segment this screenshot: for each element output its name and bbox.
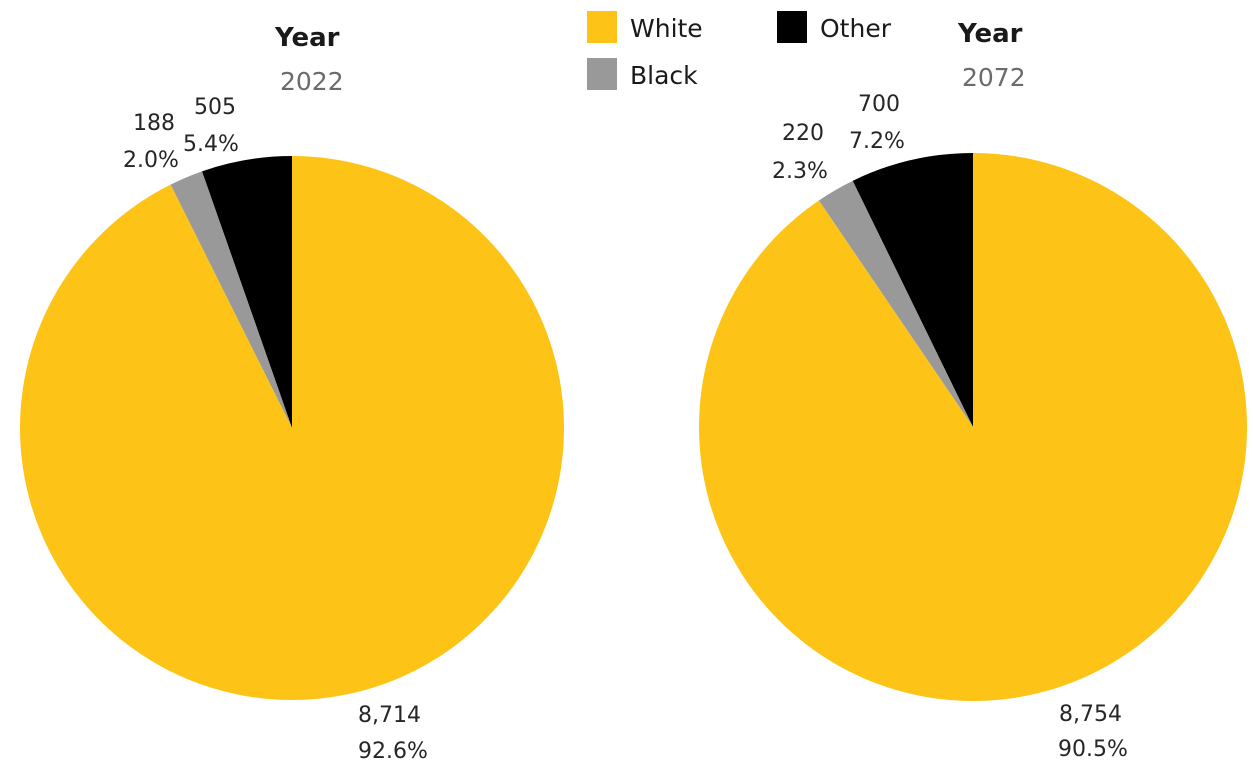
data-label-value-black-2022: 188 [133, 111, 175, 136]
legend-swatch-white [587, 11, 617, 43]
legend-item-black[interactable]: Black [587, 58, 698, 90]
data-label-value-other-2072: 700 [858, 92, 900, 117]
pie-slice-black-2022[interactable] [170, 171, 292, 428]
legend-label-black: Black [630, 61, 698, 90]
data-label-value-black-2072: 220 [782, 121, 824, 146]
pie-slice-black-2072[interactable] [818, 180, 973, 427]
pie-chart-2072: Year 2072 700 7.2% 220 2.3% 8,754 90.5% [699, 19, 1248, 762]
data-label-percent-white-2022: 92.6% [358, 739, 428, 764]
legend: White Other Black [587, 11, 892, 90]
pie-slice-other-2072[interactable] [852, 152, 973, 427]
chart-subtitle-2072: 2072 [962, 63, 1026, 92]
data-label-percent-white-2072: 90.5% [1058, 737, 1128, 762]
chart-title-2072: Year [957, 19, 1023, 49]
pie-slice-white-2022[interactable] [20, 156, 565, 701]
data-label-percent-black-2022: 2.0% [123, 148, 179, 173]
pie-slice-white-2072[interactable] [699, 153, 1248, 701]
legend-swatch-other [777, 11, 807, 43]
legend-swatch-black [587, 58, 617, 90]
data-label-percent-black-2072: 2.3% [772, 159, 828, 184]
legend-label-white: White [630, 14, 703, 43]
data-label-percent-other-2072: 7.2% [849, 129, 905, 154]
pie-chart-2022: Year 2022 505 5.4% 188 2.0% 8,714 92.6% [20, 23, 565, 764]
data-label-value-white-2022: 8,714 [358, 703, 421, 728]
data-label-value-white-2072: 8,754 [1059, 702, 1122, 727]
legend-label-other: Other [820, 14, 892, 43]
pie-slices-2072 [699, 152, 1248, 701]
pie-slices-2022 [20, 156, 565, 701]
legend-item-white[interactable]: White [587, 11, 703, 43]
chart-title-2022: Year [274, 23, 340, 53]
data-label-value-other-2022: 505 [194, 95, 236, 120]
legend-item-other[interactable]: Other [777, 11, 892, 43]
chart-subtitle-2022: 2022 [280, 67, 344, 96]
data-label-percent-other-2022: 5.4% [183, 132, 239, 157]
pie-slice-other-2022[interactable] [201, 156, 292, 428]
